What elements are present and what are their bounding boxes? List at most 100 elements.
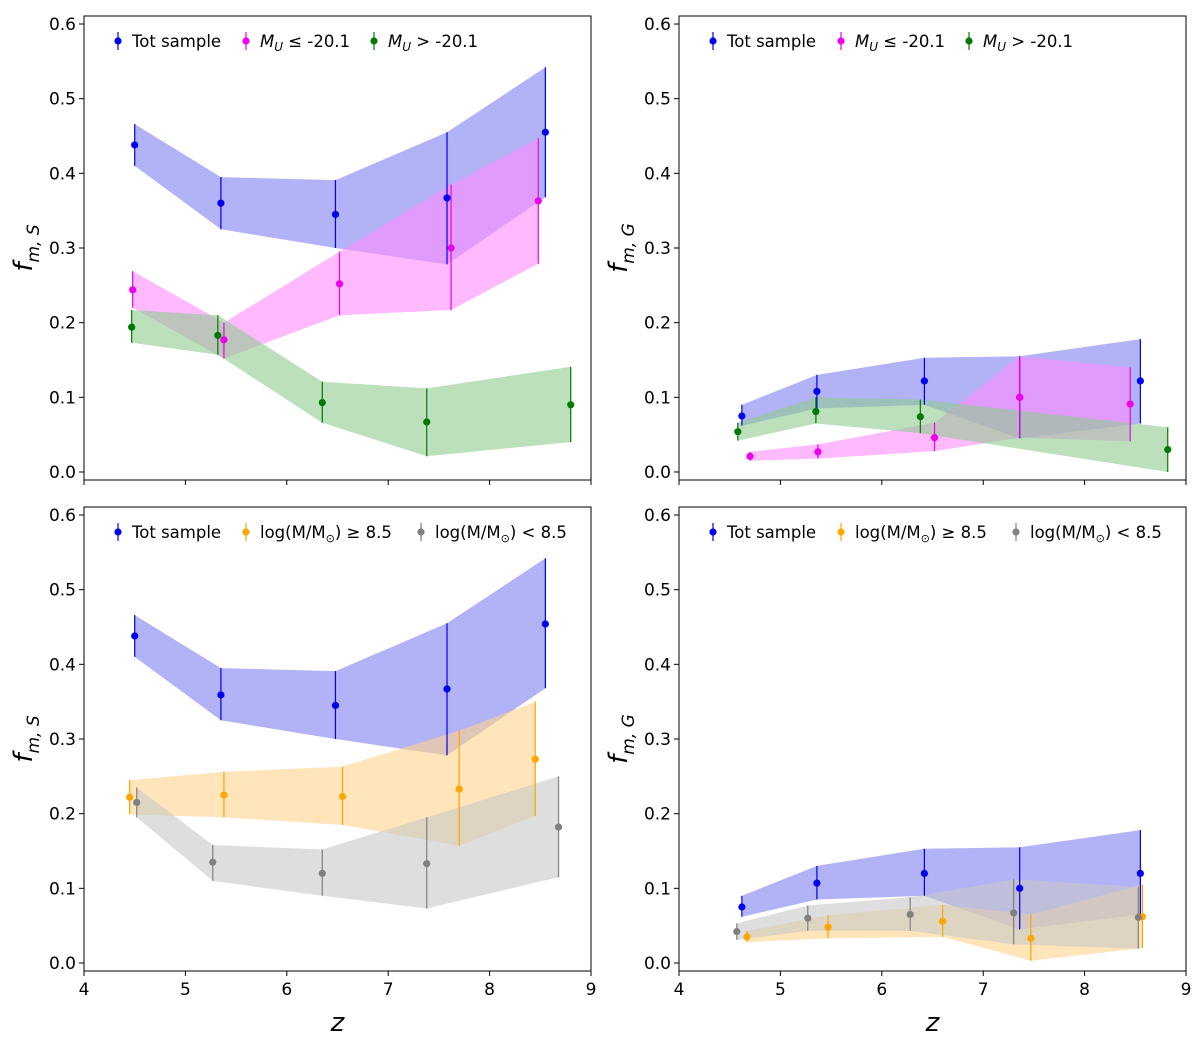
point-s0-p2	[331, 210, 340, 218]
y-tick-label: 0.5	[49, 90, 76, 110]
point-s0-p0	[131, 141, 139, 149]
x-tick-label: 6	[281, 980, 292, 1000]
point-s0-p4	[541, 128, 549, 136]
point-s2-p4	[567, 401, 575, 409]
point-s2-p2	[916, 413, 924, 421]
point-s2-p0	[133, 798, 141, 807]
point-s0-p1	[813, 387, 821, 395]
point-s2-p0	[734, 428, 742, 436]
point-s2-p2	[318, 869, 326, 878]
point-s1-p0	[743, 933, 751, 941]
y-tick-label: 0.2	[49, 314, 76, 334]
point-s1-p2	[338, 792, 347, 801]
legend-label-1: MU ≤ -20.1	[260, 32, 350, 54]
point-s0-p2	[331, 701, 340, 710]
point-s1-p3	[455, 785, 463, 793]
x-tick-label: 8	[484, 980, 495, 1000]
point-s2-p3	[423, 418, 431, 426]
y-axis-label: fm, S	[9, 715, 44, 763]
bands	[736, 830, 1143, 961]
legend-marker-1	[837, 37, 845, 45]
y-axis-label: fm, G	[604, 714, 639, 764]
y-tick-label: 0.3	[49, 239, 76, 259]
point-s0-p4	[541, 620, 549, 628]
point-s2-p3	[1164, 446, 1172, 454]
band-series-2	[736, 879, 1139, 949]
legend: Tot sample log(M/M⊙) ≥ 8.5 log(M/M⊙) < 8.5	[709, 523, 1162, 545]
y-tick-label: 0.6	[644, 15, 671, 35]
y-tick-label: 0.3	[49, 730, 76, 750]
legend-marker-1	[242, 37, 250, 45]
y-tick-label: 0.2	[49, 805, 76, 825]
panel-bottom-right: 0.0 0.1 0.2 0.3 0.4 0.5 0.6 4 5 6 7 8 9 fm, G z Tot sam…	[604, 506, 1191, 1038]
point-s0-p4	[1136, 377, 1144, 385]
point-s1-p2	[930, 434, 939, 442]
point-s2-p1	[812, 407, 820, 416]
point-s0-p1	[217, 691, 225, 699]
y-tick-label: 0.4	[49, 655, 76, 675]
point-s1-p1	[220, 791, 228, 799]
point-s0-p2	[920, 377, 928, 385]
panel-top-right: 0.0 0.1 0.2 0.3 0.4 0.5 0.6 fm, G Tot sample MU ≤…	[604, 15, 1187, 485]
y-tick-label: 0.5	[49, 581, 76, 601]
y-tick-label: 0.0	[644, 954, 671, 974]
y-tick-label: 0.1	[49, 879, 76, 899]
x-tick-label: 4	[79, 980, 90, 1000]
data-markers	[126, 558, 563, 909]
point-s0-p2	[920, 869, 928, 878]
point-s1-p2	[939, 917, 947, 925]
legend-label-1: MU ≤ -20.1	[855, 32, 945, 54]
point-s1-p1	[814, 448, 822, 456]
x-tick-label: 6	[876, 980, 887, 1000]
legend-label-2: MU > -20.1	[983, 32, 1073, 54]
point-s2-p1	[214, 331, 222, 339]
bands	[131, 67, 571, 457]
panel-top-left: 0.0 0.1 0.2 0.3 0.4 0.5 0.6 fm, S Tot sample MU ≤…	[9, 15, 592, 485]
point-s1-p4	[534, 197, 542, 205]
point-s1-p0	[126, 793, 134, 801]
point-s0-p1	[813, 879, 821, 887]
y-tick-label: 0.1	[644, 879, 671, 899]
legend-marker-1	[242, 528, 250, 536]
y-tick-label: 0.4	[644, 164, 671, 184]
bands	[129, 558, 559, 909]
legend-marker-2	[370, 37, 378, 45]
band-series-1	[129, 701, 536, 846]
x-tick-label: 4	[674, 980, 685, 1000]
band-series-2	[131, 310, 571, 457]
data-markers	[733, 830, 1146, 961]
point-s2-p0	[128, 323, 136, 331]
point-s1-p0	[129, 286, 137, 294]
band-series-2	[737, 397, 1168, 472]
legend-marker-2	[1012, 528, 1020, 536]
point-s1-p2	[335, 280, 344, 288]
point-s1-p4	[1126, 400, 1134, 408]
data-markers	[128, 67, 575, 457]
point-s2-p2	[906, 910, 914, 919]
y-axis-label: fm, G	[604, 223, 639, 273]
y-tick-label: 0.0	[49, 463, 76, 483]
legend-label-0: Tot sample	[726, 523, 816, 542]
data-markers	[734, 339, 1172, 472]
point-s0-p0	[738, 412, 746, 420]
legend-marker-0	[709, 528, 717, 536]
y-tick-label: 0.6	[49, 15, 76, 35]
legend-label-2: MU > -20.1	[388, 32, 478, 54]
y-axis-label: fm, S	[9, 224, 44, 272]
point-s1-p1	[824, 923, 832, 931]
point-s2-p1	[209, 858, 217, 866]
y-tick-label: 0.1	[644, 388, 671, 408]
legend-label-1: log(M/M⊙) ≥ 8.5	[260, 523, 392, 545]
y-tick-label: 0.5	[644, 90, 671, 110]
point-s2-p4	[1134, 913, 1142, 922]
band-series-2	[136, 776, 559, 909]
legend-label-0: Tot sample	[131, 32, 221, 51]
y-tick-label: 0.2	[644, 805, 671, 825]
point-s1-p3	[447, 244, 455, 252]
y-tick-label: 0.2	[644, 314, 671, 334]
y-tick-label: 0.4	[49, 164, 76, 184]
point-s0-p4	[1136, 869, 1144, 878]
point-s2-p1	[804, 914, 812, 922]
band-series-0	[134, 558, 546, 756]
